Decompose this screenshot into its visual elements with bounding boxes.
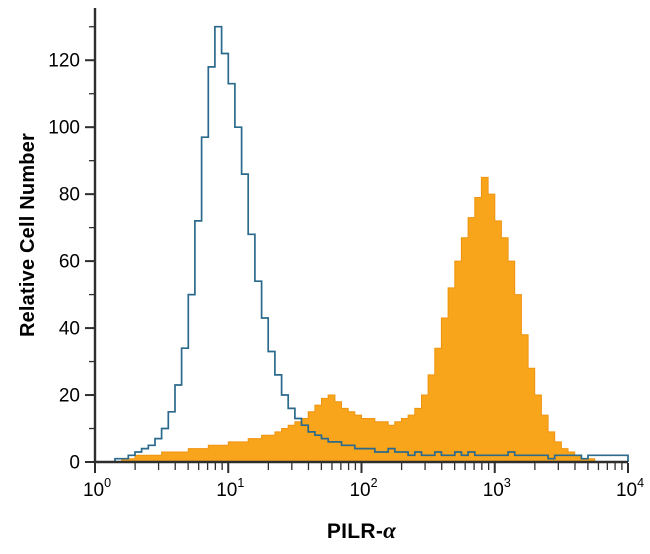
x-axis-title: PILR-α bbox=[95, 518, 628, 544]
svg-text:100: 100 bbox=[83, 476, 111, 501]
y-axis-tick-labels: 0 20 40 60 80 100 120 bbox=[48, 51, 80, 474]
y-axis-ticks bbox=[85, 26, 95, 463]
svg-text:101: 101 bbox=[216, 476, 244, 501]
filled-histogram-stained bbox=[95, 176, 628, 463]
open-histogram-control bbox=[95, 25, 629, 463]
svg-text:20: 20 bbox=[59, 386, 80, 407]
svg-text:80: 80 bbox=[59, 185, 80, 206]
svg-text:60: 60 bbox=[59, 252, 80, 273]
svg-text:40: 40 bbox=[59, 319, 80, 340]
svg-text:120: 120 bbox=[48, 51, 80, 72]
y-axis-title: Relative Cell Number bbox=[17, 132, 39, 338]
svg-text:102: 102 bbox=[349, 476, 377, 501]
x-axis-title-text: PILR- bbox=[326, 520, 384, 543]
x-axis-ticks bbox=[94, 463, 629, 473]
svg-text:104: 104 bbox=[616, 476, 644, 501]
svg-text:103: 103 bbox=[483, 476, 511, 501]
x-axis-title-alpha-symbol: α bbox=[383, 518, 397, 543]
x-axis-tick-labels: 100 101 102 103 104 bbox=[83, 476, 644, 501]
svg-text:0: 0 bbox=[69, 453, 80, 474]
svg-text:100: 100 bbox=[48, 118, 80, 139]
